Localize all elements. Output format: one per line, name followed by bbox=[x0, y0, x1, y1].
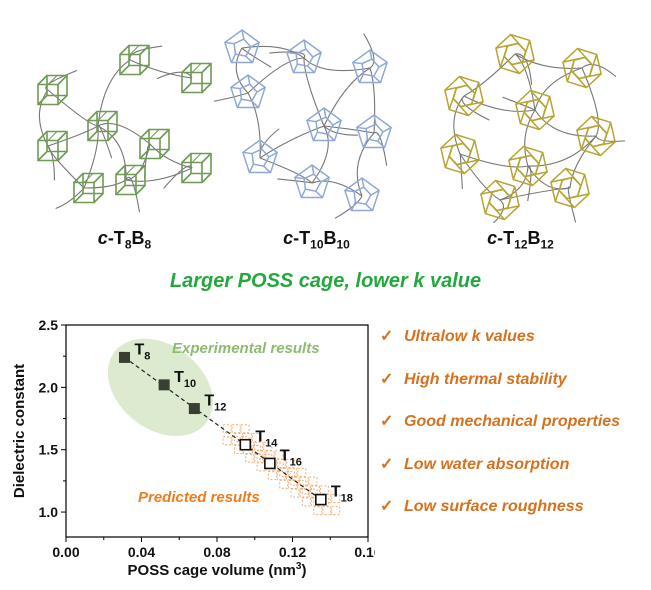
cage-icon bbox=[351, 49, 389, 84]
property-item: ✓ Low surface roughness bbox=[380, 498, 584, 515]
cage-icon bbox=[440, 133, 480, 175]
cage-icon bbox=[515, 89, 555, 131]
property-list: ✓ Ultralow k values ✓ High thermal stabili… bbox=[380, 326, 620, 539]
cage-icon bbox=[355, 114, 393, 149]
cage-icon bbox=[181, 152, 212, 184]
polymer-chains bbox=[453, 53, 631, 232]
network-panel-t10 bbox=[212, 18, 417, 223]
y-tick-label: 2.5 bbox=[39, 317, 59, 333]
data-point bbox=[264, 457, 276, 470]
x-tick-label: 0.12 bbox=[279, 544, 306, 560]
point-label: T14 bbox=[255, 429, 278, 450]
panel-caption-t10: c-T10B10 bbox=[283, 228, 350, 252]
check-icon: ✓ bbox=[380, 455, 394, 473]
check-icon: ✓ bbox=[380, 498, 394, 515]
dielectric-chart: 0.00 0.04 0.08 0.12 0.16 1.0 1.5 2.0 2.5 POSS cag… bbox=[11, 317, 375, 579]
cage-icon bbox=[241, 139, 279, 174]
property-item: ✓ High thermal stability bbox=[380, 370, 567, 388]
cage-icon bbox=[480, 179, 520, 221]
data-point bbox=[315, 493, 327, 506]
check-icon: ✓ bbox=[380, 413, 394, 430]
cage-icon bbox=[73, 172, 104, 204]
property-item: ✓ Ultralow k values bbox=[380, 328, 535, 345]
cage-icon bbox=[562, 47, 602, 89]
network-panel-t8 bbox=[20, 18, 225, 223]
cage-icon bbox=[550, 167, 590, 209]
cage-icon bbox=[305, 107, 343, 142]
cage-icon bbox=[576, 115, 616, 157]
cage-icon bbox=[293, 164, 331, 199]
x-tick-label: 0.16 bbox=[354, 544, 375, 560]
cage-icon bbox=[508, 145, 548, 187]
cage-icon bbox=[37, 74, 68, 106]
data-point bbox=[119, 351, 131, 363]
cage-icon bbox=[285, 39, 323, 74]
check-icon: ✓ bbox=[380, 328, 394, 345]
headline: Larger POSS cage, lower k value bbox=[169, 270, 482, 292]
experimental-results-label: Experimental results bbox=[172, 340, 320, 357]
x-tick-label: 0.08 bbox=[203, 544, 230, 560]
network-illustration-t12 bbox=[440, 33, 631, 232]
predicted-results-label: Predicted results bbox=[138, 489, 260, 506]
y-tick-label: 2.0 bbox=[39, 379, 59, 395]
y-tick-label: 1.0 bbox=[39, 504, 59, 520]
cage-icon bbox=[343, 177, 381, 212]
cage-icon bbox=[37, 130, 68, 162]
property-item: ✓ Low water absorption bbox=[380, 455, 570, 473]
cage-icon bbox=[119, 44, 150, 76]
trend-line bbox=[124, 356, 322, 501]
y-axis-label: Dielectric constant bbox=[11, 364, 28, 498]
point-label: T16 bbox=[280, 447, 302, 468]
network-illustration-t10 bbox=[213, 29, 393, 219]
x-tick-label: 0.04 bbox=[128, 544, 155, 560]
polymer-chains bbox=[213, 33, 388, 219]
cage-icon bbox=[444, 75, 484, 117]
cage-icon bbox=[115, 164, 146, 196]
cage-icon bbox=[223, 29, 261, 64]
network-illustration-t8 bbox=[37, 44, 212, 213]
data-point bbox=[158, 379, 170, 391]
cage-icon bbox=[495, 33, 535, 75]
cage-icon bbox=[139, 128, 170, 160]
property-item: ✓ Good mechanical properties bbox=[380, 413, 621, 430]
point-label: T18 bbox=[331, 484, 353, 505]
data-point bbox=[188, 403, 200, 415]
cage-icon bbox=[87, 110, 118, 142]
panel-caption-t12: c-T12B12 bbox=[487, 228, 554, 252]
y-tick-label: 1.5 bbox=[39, 442, 59, 458]
check-icon: ✓ bbox=[380, 370, 394, 388]
x-tick-label: 0.00 bbox=[52, 544, 79, 560]
cage-icon bbox=[181, 62, 212, 94]
cage-icon bbox=[229, 74, 267, 109]
network-panel-t12 bbox=[420, 18, 631, 232]
panel-caption-t8: c-T8B8 bbox=[97, 228, 152, 252]
x-axis-label: POSS cage volume (nm3) bbox=[128, 561, 307, 579]
data-point bbox=[239, 438, 252, 451]
